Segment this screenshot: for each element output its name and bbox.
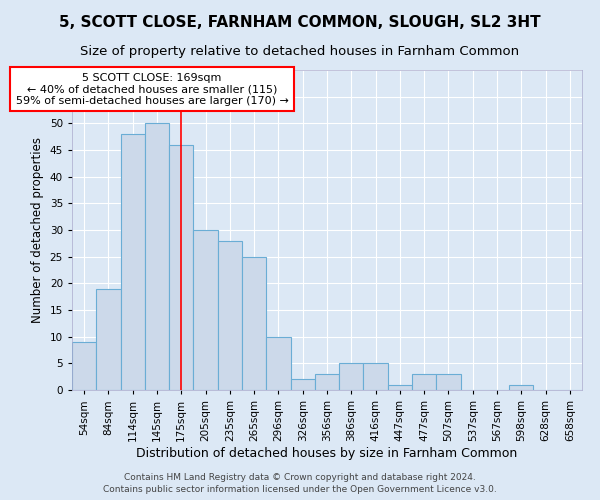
Bar — [315, 374, 339, 390]
Y-axis label: Number of detached properties: Number of detached properties — [31, 137, 44, 323]
Text: Size of property relative to detached houses in Farnham Common: Size of property relative to detached ho… — [80, 45, 520, 58]
Bar — [242, 256, 266, 390]
X-axis label: Distribution of detached houses by size in Farnham Common: Distribution of detached houses by size … — [136, 446, 518, 460]
Text: 5 SCOTT CLOSE: 169sqm
← 40% of detached houses are smaller (115)
59% of semi-det: 5 SCOTT CLOSE: 169sqm ← 40% of detached … — [16, 72, 289, 106]
Bar — [193, 230, 218, 390]
Bar — [412, 374, 436, 390]
Bar — [266, 336, 290, 390]
Text: Contains HM Land Registry data © Crown copyright and database right 2024.
Contai: Contains HM Land Registry data © Crown c… — [103, 473, 497, 494]
Bar — [339, 364, 364, 390]
Bar — [364, 364, 388, 390]
Bar — [290, 380, 315, 390]
Bar — [145, 124, 169, 390]
Bar — [121, 134, 145, 390]
Bar — [509, 384, 533, 390]
Bar — [169, 144, 193, 390]
Bar — [388, 384, 412, 390]
Bar — [218, 240, 242, 390]
Bar — [436, 374, 461, 390]
Bar — [72, 342, 96, 390]
Text: 5, SCOTT CLOSE, FARNHAM COMMON, SLOUGH, SL2 3HT: 5, SCOTT CLOSE, FARNHAM COMMON, SLOUGH, … — [59, 15, 541, 30]
Bar — [96, 288, 121, 390]
